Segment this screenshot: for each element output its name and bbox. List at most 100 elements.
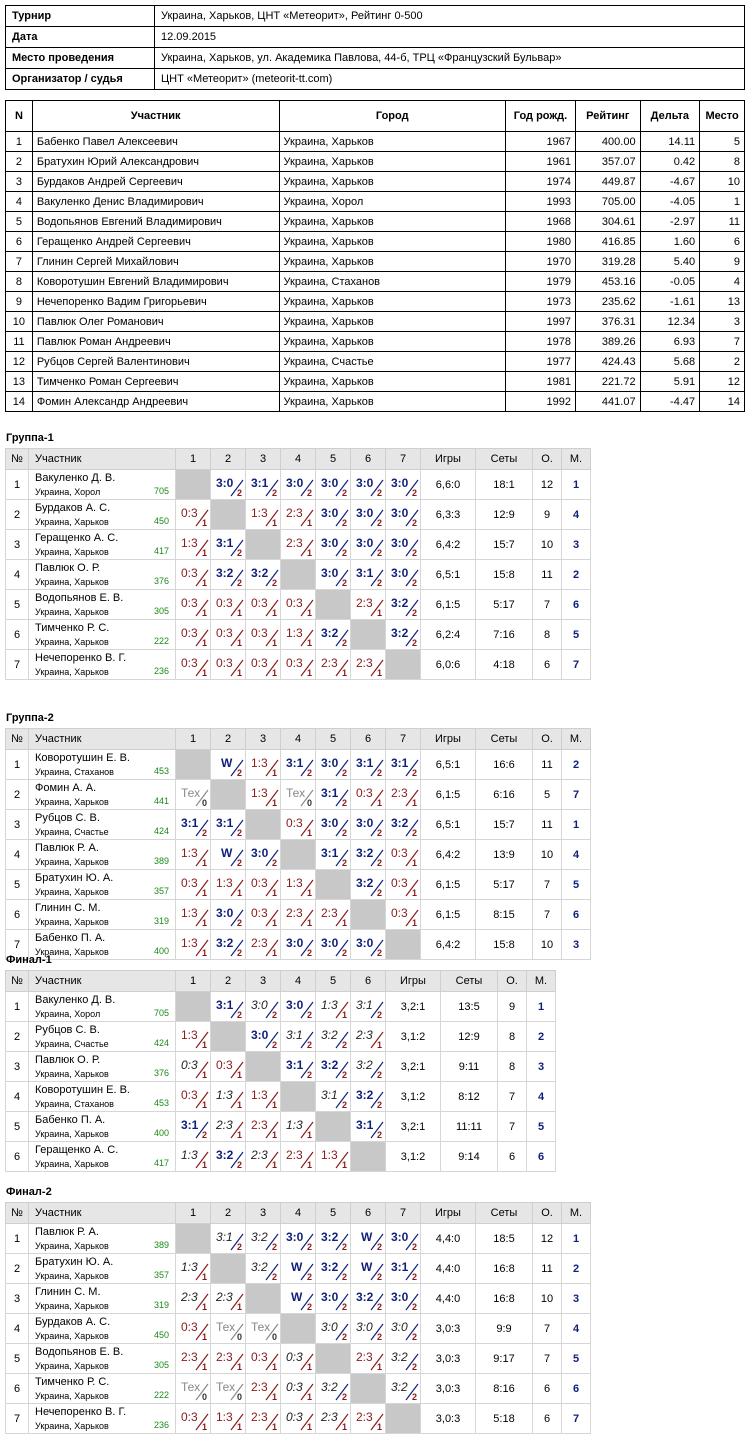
match-points: 1 xyxy=(201,1422,207,1432)
diagonal-slash xyxy=(370,479,384,497)
player-name: Бабенко П. А. xyxy=(35,1114,106,1126)
self-cell xyxy=(245,1283,281,1314)
score: 2:3 xyxy=(321,1410,338,1424)
match-result: 2:3 1 xyxy=(245,929,281,960)
player-rating: 453 xyxy=(153,1098,169,1108)
diagonal-slash xyxy=(405,629,419,647)
match-result: 3:2 2 xyxy=(315,1051,351,1082)
match-points: 2 xyxy=(411,1242,417,1252)
group-row: 3 Павлюк О. Р. Украина, Харьков 376 0:3 1 0:3 1… xyxy=(5,1051,556,1082)
match-result: 3:2 2 xyxy=(385,809,421,840)
sets-cell: 13:5 xyxy=(440,991,498,1022)
diagonal-slash xyxy=(195,509,209,527)
group-row: 5 Водопьянов Е. В. Украина, Харьков 305 2:3 1… xyxy=(5,1343,591,1374)
diagonal-slash xyxy=(300,789,314,807)
match-points: 2 xyxy=(411,1392,417,1402)
player-rating: 450 xyxy=(153,1330,169,1340)
place-cell: 4 xyxy=(561,839,591,870)
match-points: 2 xyxy=(376,1272,382,1282)
diagonal-slash xyxy=(370,879,384,897)
player-city: Украина, Харьков xyxy=(35,667,109,677)
diagonal-slash xyxy=(370,509,384,527)
match-points: 1 xyxy=(201,858,207,868)
points-cell: 8 xyxy=(497,1021,527,1052)
score: 0:3 xyxy=(181,566,198,580)
match-result: 3:1 2 xyxy=(350,991,386,1022)
points-cell: 7 xyxy=(532,869,562,900)
match-points: 1 xyxy=(201,948,207,958)
group-title: Финал-2 xyxy=(6,1186,52,1198)
diagonal-slash xyxy=(370,569,384,587)
diagonal-slash xyxy=(335,1061,349,1079)
score: 3:0 xyxy=(356,936,374,950)
diagonal-slash xyxy=(230,599,244,617)
row-number: 1 xyxy=(5,469,29,500)
self-cell xyxy=(245,1051,281,1082)
match-result: 2:3 1 xyxy=(280,499,316,530)
diagonal-slash xyxy=(335,569,349,587)
player-name: Рубцов С. В. xyxy=(35,1024,100,1036)
match-points: 1 xyxy=(306,918,312,928)
group-row: 1 Вакуленко Д. В. Украина, Хорол 705 3:0 2 3:1… xyxy=(5,469,591,500)
match-result: 3:0 2 xyxy=(315,809,351,840)
place-cell: 2 xyxy=(561,749,591,780)
score: 3:2 xyxy=(251,566,269,580)
player-cell: Бурдаков А. С. Украина, Харьков 450 xyxy=(28,1313,176,1344)
diagonal-slash xyxy=(230,1091,244,1109)
games-cell: 4,4:0 xyxy=(420,1253,476,1284)
player-city: Украина, Харьков xyxy=(35,887,109,897)
participant-cell: Геращенко Андрей Сергеевич xyxy=(31,231,280,252)
self-cell xyxy=(280,1081,316,1112)
match-points: 1 xyxy=(201,1070,207,1080)
diagonal-slash xyxy=(300,939,314,957)
place-cell: 5 xyxy=(561,869,591,900)
diagonal-slash xyxy=(370,1091,384,1109)
participant-cell: Бабенко Павел Алексеевич xyxy=(31,131,280,152)
grid-header: Сеты xyxy=(475,728,533,750)
participant-cell: 3 xyxy=(699,311,745,332)
match-result: 2:3 1 xyxy=(245,1403,281,1434)
player-city: Украина, Харьков xyxy=(35,1241,109,1251)
score: 0:3 xyxy=(251,876,268,890)
diagonal-slash xyxy=(265,1383,279,1401)
diagonal-slash xyxy=(405,1263,419,1281)
match-result: 0:3 1 xyxy=(175,589,211,620)
group-row: 4 Павлюк Р. А. Украина, Харьков 389 1:3 1 W 2 3:… xyxy=(5,839,591,870)
match-result: 3:1 2 xyxy=(315,1081,351,1112)
player-name: Вакуленко Д. В. xyxy=(35,472,116,484)
sets-cell: 16:8 xyxy=(475,1253,533,1284)
match-result: 1:3 1 xyxy=(210,869,246,900)
grid-header: 4 xyxy=(280,728,316,750)
participant-cell: Нечепоренко Вадим Григорьевич xyxy=(31,291,280,312)
participants-header: Дельта xyxy=(639,100,701,132)
participant-cell: 5.40 xyxy=(639,251,701,272)
match-result: 1:3 1 xyxy=(175,1021,211,1052)
match-points: 1 xyxy=(411,888,417,898)
score: 3:0 xyxy=(356,536,374,550)
score: 3:2 xyxy=(321,1260,339,1274)
games-cell: 6,3:3 xyxy=(420,499,476,530)
participant-cell: Павлюк Роман Андреевич xyxy=(31,331,280,352)
match-result: 3:2 2 xyxy=(315,1373,351,1404)
match-points: 2 xyxy=(376,488,382,498)
score: W xyxy=(291,1290,303,1304)
place-cell: 3 xyxy=(561,529,591,560)
diagonal-slash xyxy=(405,539,419,557)
points-cell: 8 xyxy=(532,619,562,650)
diagonal-slash xyxy=(300,629,314,647)
match-result: 3:0 2 xyxy=(315,929,351,960)
participant-cell: 1961 xyxy=(504,151,577,172)
match-result: 0:3 1 xyxy=(175,1051,211,1082)
participant-cell: 0.42 xyxy=(639,151,701,172)
diagonal-slash xyxy=(230,819,244,837)
score: 3:0 xyxy=(321,816,339,830)
score: 3:0 xyxy=(321,1290,339,1304)
match-result: 3:0 2 xyxy=(385,559,421,590)
match-points: 2 xyxy=(306,1040,312,1050)
info-value: Украина, Харьков, ЦНТ «Метеорит», Рейтин… xyxy=(154,5,745,27)
grid-header: Сеты xyxy=(475,448,533,470)
participant-cell: Украина, Хорол xyxy=(278,191,506,212)
player-city: Украина, Хорол xyxy=(35,1009,101,1019)
diagonal-slash xyxy=(195,819,209,837)
player-name: Павлюк О. Р. xyxy=(35,562,101,574)
